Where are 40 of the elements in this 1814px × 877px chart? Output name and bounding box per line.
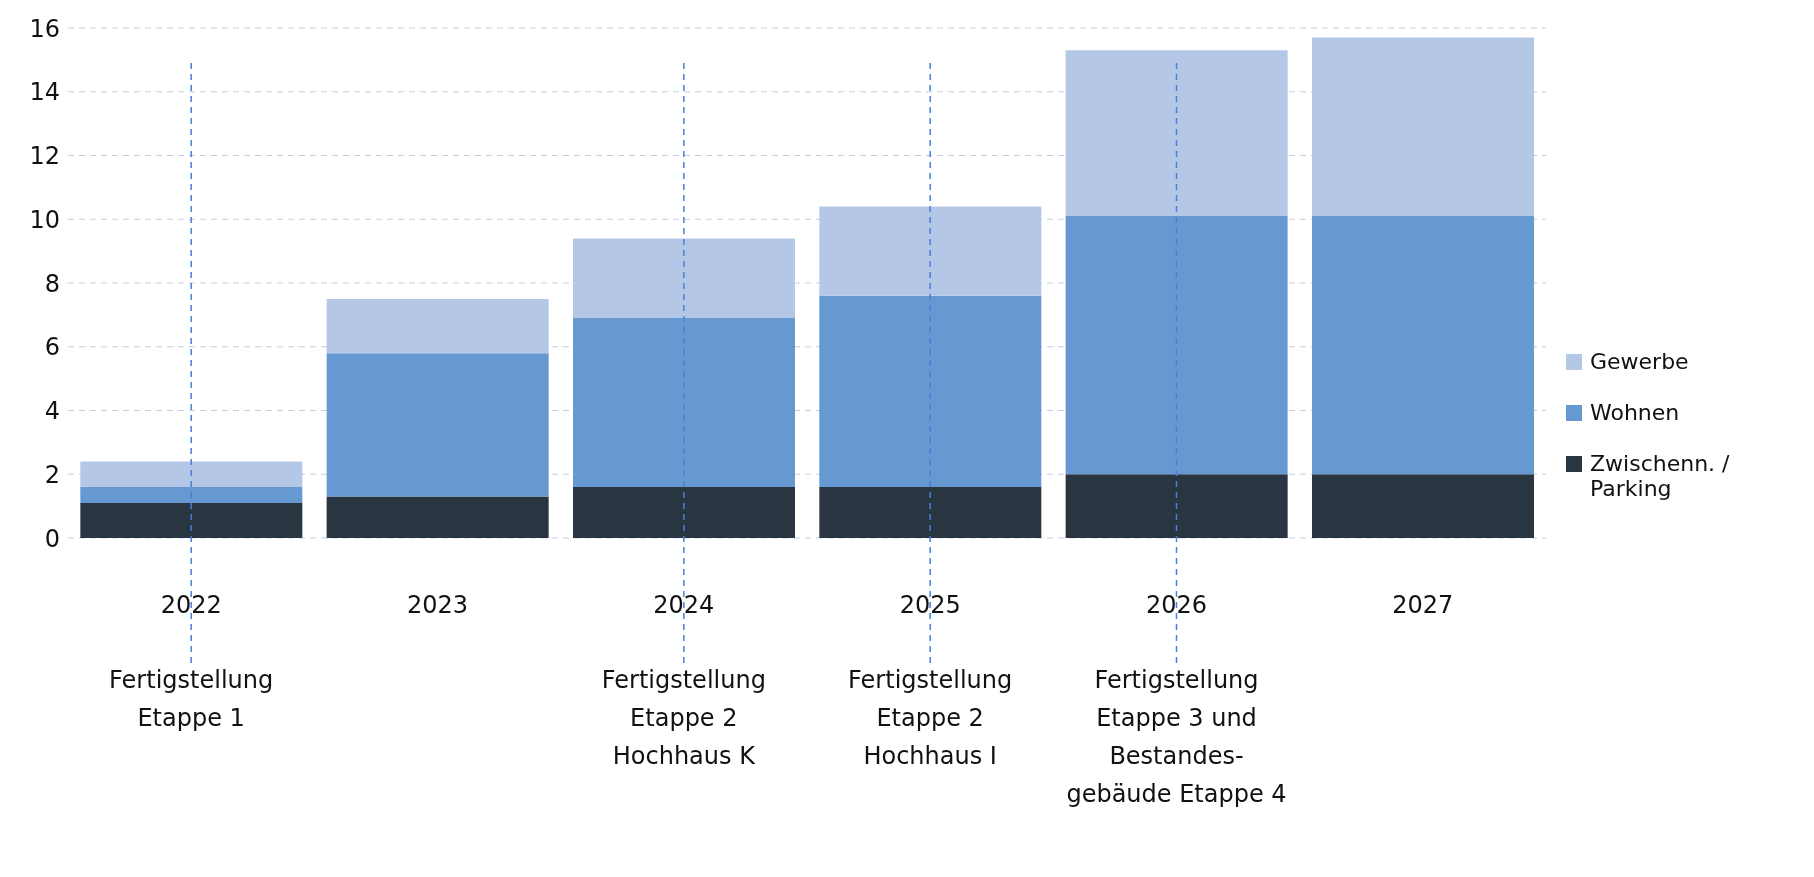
x-tick-label: 2023	[406, 591, 469, 620]
bar	[1311, 474, 1534, 538]
y-tick-label: 10	[29, 205, 60, 234]
y-tick-label: 0	[44, 524, 60, 553]
bar	[326, 298, 549, 354]
bar	[1065, 216, 1288, 475]
bar	[326, 353, 549, 497]
y-tick-label: 4	[44, 397, 60, 426]
bar	[819, 295, 1042, 487]
bar	[572, 318, 795, 487]
ref-line-label: Fertigstellung Etappe 2 Hochhaus K	[601, 666, 766, 770]
y-tick-label: 12	[29, 142, 60, 171]
bar	[80, 461, 303, 487]
bar	[1311, 37, 1534, 217]
x-tick-label: 2026	[1145, 591, 1208, 620]
bar	[80, 502, 303, 538]
x-tick-label: 2022	[160, 591, 222, 620]
bar	[819, 206, 1042, 296]
ref-line-label: Fertigstellung Etappe 2 Hochhaus I	[848, 666, 1013, 770]
bar	[1065, 474, 1288, 538]
y-tick-label: 16	[29, 14, 60, 43]
ref-line-label: Fertigstellung Etappe 3 und Bestandes- gebäude Etappe 4	[1066, 666, 1287, 808]
bar	[1065, 50, 1288, 217]
legend-label: Gewerbe	[1590, 349, 1689, 374]
bar	[1311, 216, 1534, 475]
bar	[80, 487, 303, 503]
x-tick-label: 2027	[1392, 591, 1454, 620]
y-tick-label: 14	[29, 78, 60, 107]
y-tick-label: 8	[44, 269, 60, 298]
bar	[326, 496, 549, 538]
x-tick-label: 2024	[653, 591, 715, 620]
bar	[819, 487, 1042, 538]
ref-line-label: Fertigstellung Etappe 1	[109, 666, 274, 732]
legend-label: Zwischenn. / Parking	[1590, 451, 1731, 501]
bar	[572, 487, 795, 538]
y-tick-label: 2	[44, 460, 60, 489]
bar	[572, 238, 795, 319]
x-tick-label: 2025	[899, 591, 961, 620]
y-tick-label: 6	[44, 333, 60, 362]
legend-label: Wohnen	[1590, 400, 1680, 425]
